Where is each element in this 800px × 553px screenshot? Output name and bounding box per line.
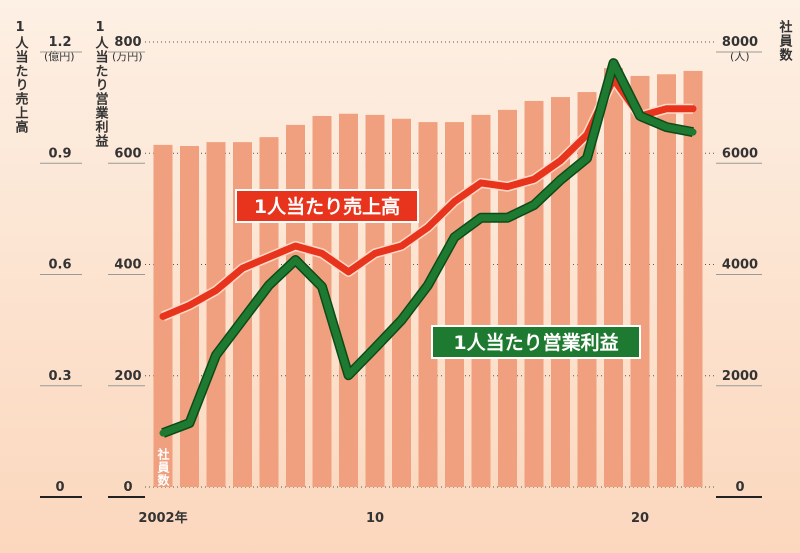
bar: [180, 146, 199, 488]
y-tick-label: 1.2: [48, 35, 71, 50]
y2-axis-unit: (人): [730, 50, 750, 63]
y-tick-label: 6000: [722, 146, 758, 161]
bar: [657, 74, 676, 487]
series-label: 1人当たり売上高: [254, 195, 400, 218]
y-axis-title: 1人当たり売上高: [13, 20, 29, 134]
y-tick-label: 0: [735, 480, 744, 495]
y-tick-label: 4000: [722, 258, 758, 273]
y-tick-label: 8000: [722, 35, 758, 50]
bar: [630, 75, 650, 488]
y-tick-label: 0.9: [48, 146, 71, 161]
y-tick-label: 0.6: [48, 258, 71, 273]
y-tick-label: 200: [114, 369, 141, 384]
bar: [551, 97, 570, 487]
x-tick-label: 20: [631, 511, 649, 526]
bar: [445, 122, 464, 487]
bar: [286, 124, 305, 487]
series-label-box: [431, 325, 641, 359]
bar: [471, 114, 491, 488]
bar: [418, 122, 438, 487]
bar: [683, 70, 703, 488]
y-tick-label: 800: [114, 35, 141, 50]
y-axis-unit: (億円): [44, 50, 75, 63]
bar: [365, 114, 385, 488]
bar: [577, 92, 597, 487]
y-tick-label: 400: [114, 258, 141, 273]
y2-axis-title: 社員数: [777, 19, 794, 62]
bar: [392, 118, 411, 487]
bar: [339, 113, 358, 487]
bar: [524, 100, 544, 488]
line: [159, 59, 697, 437]
bar: [259, 137, 279, 487]
bar: [604, 68, 623, 488]
y-tick-label: 600: [114, 146, 141, 161]
y-tick-label: 0.3: [48, 369, 71, 384]
bar: [498, 109, 517, 488]
y-tick-label: 0: [55, 480, 64, 495]
y3-axis-unit: (万円): [112, 50, 143, 63]
y3-axis-title: 1人当たり営業利益: [93, 20, 110, 148]
y-tick-label: 0: [123, 480, 132, 495]
series-label-box: [235, 189, 419, 223]
x-tick-label: 2002年: [138, 510, 187, 526]
bar-series-label: 社員数: [156, 447, 170, 487]
bar: [206, 142, 226, 487]
y-tick-label: 2000: [722, 369, 758, 384]
x-tick-label: 10: [366, 511, 384, 526]
series-label: 1人当たり営業利益: [453, 331, 618, 354]
